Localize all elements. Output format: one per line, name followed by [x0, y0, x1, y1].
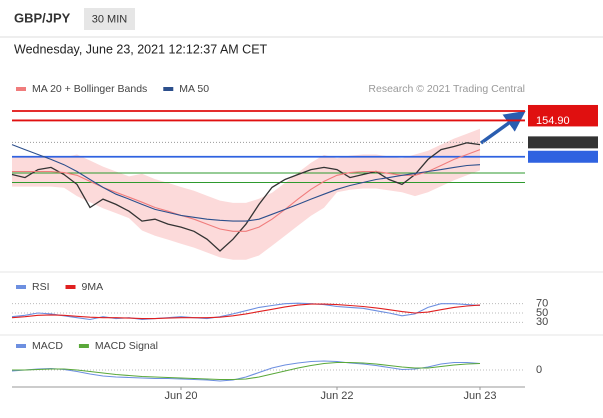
forecast-arrow	[479, 110, 526, 145]
legend-swatch	[163, 87, 174, 91]
bollinger-band	[12, 128, 480, 260]
legend-label: MACD Signal	[95, 340, 158, 352]
series-line	[11, 303, 481, 320]
x-tick-label: Jun 22	[320, 390, 353, 402]
series-line	[12, 361, 481, 381]
y-tick-label: 50	[536, 307, 548, 319]
price-line	[11, 142, 481, 252]
level-box	[528, 150, 598, 163]
series-line	[11, 360, 481, 382]
level-box	[528, 114, 598, 127]
source: Research © 2021 Trading Central	[368, 83, 525, 95]
x-tick-label: Jun 20	[164, 390, 197, 402]
legend-swatch	[16, 344, 26, 348]
interval-label[interactable]: 30 MIN	[92, 13, 128, 25]
legend-swatch	[65, 285, 76, 289]
level-box	[528, 104, 598, 117]
y-tick-label: 70	[536, 298, 548, 310]
legend-swatch	[16, 285, 26, 289]
legend-label: MA 20 + Bollinger Bands	[32, 83, 147, 95]
x-tick-label: Jun 23	[463, 390, 496, 402]
series-line	[11, 302, 481, 321]
y-tick-label: 0	[536, 364, 542, 376]
legend-label: RSI	[32, 281, 50, 293]
legend-swatch	[16, 87, 26, 91]
level-label: 154.90	[536, 115, 570, 127]
y-tick-label: 30	[536, 316, 548, 328]
interval-button[interactable]	[84, 8, 135, 30]
series-line	[11, 144, 481, 222]
legend-label: MACD	[32, 340, 63, 352]
legend-swatch	[78, 344, 89, 348]
legend-label: 9MA	[82, 281, 104, 293]
level-box	[528, 136, 598, 149]
timestamp: Wednesday, June 23, 2021 12:12:37 AM CET	[14, 42, 268, 56]
legend-label: MA 50	[179, 83, 209, 95]
symbol: GBP/JPY	[14, 10, 71, 25]
